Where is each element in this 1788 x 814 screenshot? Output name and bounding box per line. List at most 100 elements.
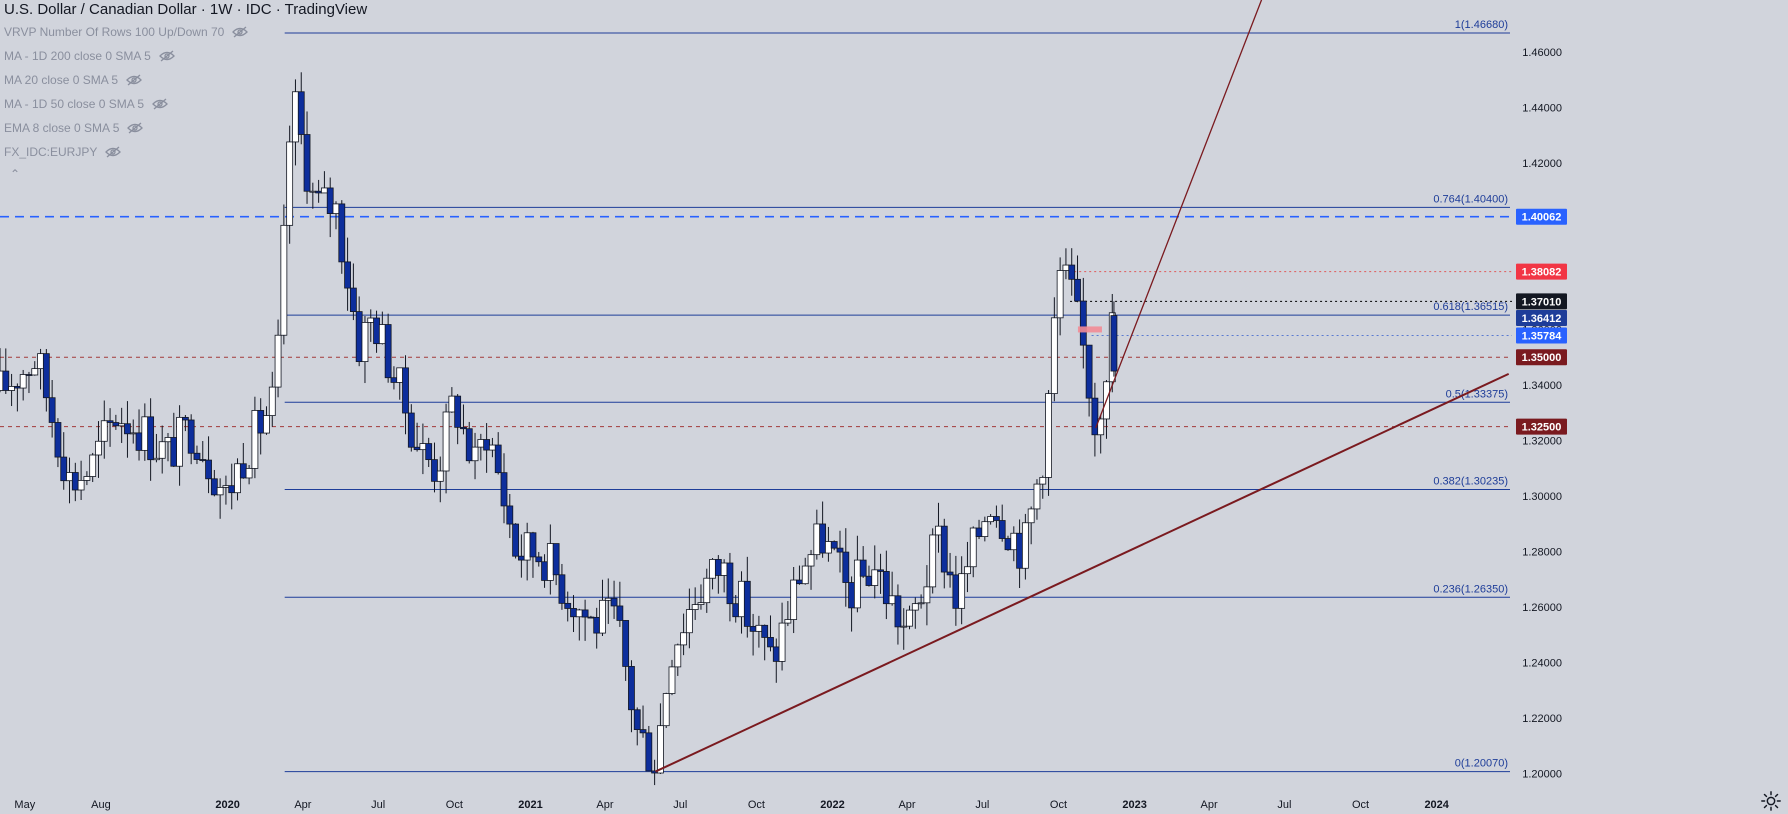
indicator-row[interactable]: FX_IDC:EURJPY <box>4 140 367 164</box>
candle-body <box>216 487 224 496</box>
candle-body <box>315 190 323 194</box>
y-tick-label: 1.32000 <box>1522 435 1562 447</box>
price-label-box <box>1516 208 1567 225</box>
candle-body <box>361 322 369 363</box>
candle-body <box>297 91 305 135</box>
candle-body <box>1039 477 1047 485</box>
collapse-legend-icon[interactable]: ⌃ <box>10 167 21 181</box>
candle-body <box>373 317 380 345</box>
indicator-label: VRVP Number Of Rows 100 Up/Down 70 <box>4 25 225 39</box>
candle-body <box>187 419 195 454</box>
x-tick-label: Oct <box>748 799 765 811</box>
candle-body <box>106 420 114 423</box>
candle-body <box>71 472 79 491</box>
indicator-row[interactable]: MA - 1D 200 close 0 SMA 5 <box>4 44 367 68</box>
candle-body <box>535 556 543 563</box>
candle-body <box>384 324 392 379</box>
candle-body <box>1050 317 1058 394</box>
candle-body <box>268 386 276 416</box>
indicator-row[interactable]: VRVP Number Of Rows 100 Up/Down 70 <box>4 20 367 44</box>
indicator-row[interactable]: EMA 8 close 0 SMA 5 <box>4 116 367 140</box>
candle-body <box>396 367 404 383</box>
candle-body <box>100 420 108 442</box>
candle-body <box>199 459 207 461</box>
candle-body <box>141 416 149 451</box>
candle-body <box>506 505 514 525</box>
candle-body <box>239 463 247 479</box>
candle-body <box>390 377 398 383</box>
candle-body <box>378 324 386 345</box>
gear-icon[interactable] <box>1760 790 1782 812</box>
hidden-eye-icon[interactable] <box>158 50 175 62</box>
candle-body <box>743 580 751 627</box>
candle-body <box>234 463 241 494</box>
x-tick-label: Jul <box>1277 799 1291 811</box>
candle-body <box>419 443 427 451</box>
candle-body <box>888 595 896 605</box>
candle-body <box>819 523 827 554</box>
x-tick-label: Oct <box>1050 799 1067 811</box>
candle-body <box>1004 538 1012 551</box>
candle-body <box>558 574 566 604</box>
candle-body <box>587 616 595 619</box>
candle-body <box>685 609 693 634</box>
candle-body <box>170 437 178 467</box>
candle-body <box>280 224 288 336</box>
fib-level-label: 0.236(1.26350) <box>1433 583 1508 595</box>
candle-body <box>124 423 131 435</box>
hidden-eye-icon[interactable] <box>232 26 249 38</box>
candle-body <box>355 311 363 363</box>
candle-body <box>697 602 705 605</box>
fib-level-label: 0.764(1.40400) <box>1433 193 1508 205</box>
candle-body <box>245 468 253 479</box>
hidden-eye-icon[interactable] <box>105 146 122 158</box>
candle-body <box>1091 397 1099 436</box>
candle-body <box>662 693 670 727</box>
candle-body <box>894 595 902 628</box>
candle-body <box>8 386 15 391</box>
candle-body <box>489 444 496 451</box>
candle-body <box>680 632 687 646</box>
candle-body <box>425 443 433 461</box>
candle-body <box>413 446 421 451</box>
x-tick-label: Apr <box>1201 799 1218 811</box>
candle-body <box>987 516 995 523</box>
x-tick-label: Jul <box>673 799 687 811</box>
candle-body <box>541 561 548 581</box>
price-label-box <box>1516 349 1567 366</box>
candle-body <box>37 353 44 370</box>
candle-body <box>842 551 850 583</box>
indicator-row[interactable]: MA - 1D 50 close 0 SMA 5 <box>4 92 367 116</box>
candle-body <box>500 472 508 507</box>
candle-body <box>25 374 33 376</box>
candle-body <box>703 577 711 604</box>
fib-level-label: 0(1.20070) <box>1455 758 1508 770</box>
candle-body <box>1027 508 1035 524</box>
candle-body <box>975 527 983 537</box>
fib-level-label: 0.618(1.36515) <box>1433 301 1508 313</box>
candle-body <box>825 541 832 554</box>
price-label-text: 1.32500 <box>1522 422 1562 434</box>
candle-body <box>546 543 554 581</box>
candle-body <box>871 569 879 586</box>
indicator-row[interactable]: MA 20 close 0 SMA 5 <box>4 68 367 92</box>
candle-body <box>153 457 160 461</box>
candle-body <box>593 616 601 634</box>
candle-body <box>494 444 502 474</box>
candle-body <box>911 603 919 611</box>
candle-body <box>859 559 867 577</box>
candle-body <box>344 261 351 289</box>
candle-body <box>1062 264 1070 271</box>
price-label-text: 1.36412 <box>1522 313 1562 325</box>
candle-body <box>946 571 954 576</box>
candle-body <box>448 395 456 413</box>
hidden-eye-icon[interactable] <box>127 122 144 134</box>
hidden-eye-icon[interactable] <box>126 74 142 86</box>
candle-body <box>31 368 39 376</box>
candle-body <box>66 472 73 482</box>
hidden-eye-icon[interactable] <box>152 98 168 110</box>
candle-body <box>338 203 346 263</box>
candle-body <box>720 562 728 576</box>
candle-body <box>772 646 780 662</box>
